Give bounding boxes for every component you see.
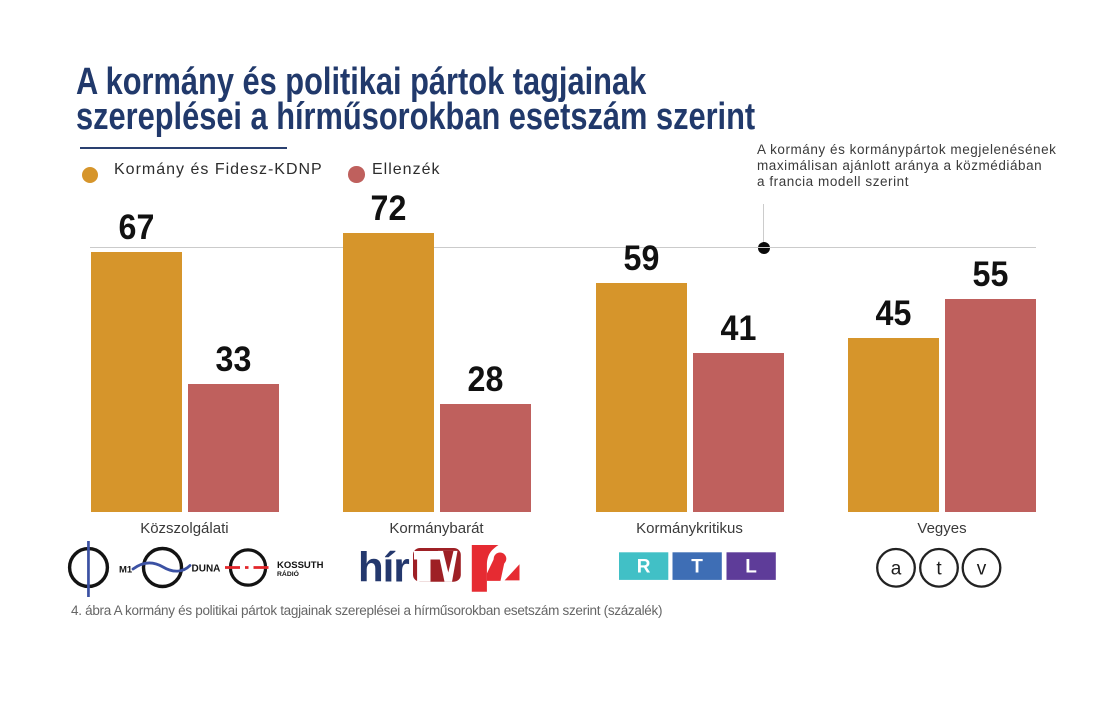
- svg-text:T: T: [691, 557, 703, 578]
- svg-text:t: t: [936, 559, 942, 580]
- svg-text:v: v: [977, 559, 987, 580]
- svg-text:RÁDIÓ: RÁDIÓ: [277, 569, 299, 578]
- svg-text:R: R: [637, 557, 651, 578]
- svg-text:a: a: [891, 559, 902, 580]
- svg-text:KOSSUTH: KOSSUTH: [277, 560, 324, 571]
- svg-text:DUNA: DUNA: [192, 564, 221, 575]
- svg-text:hír: hír: [358, 544, 409, 591]
- svg-text:L: L: [745, 557, 757, 578]
- svg-text:M1: M1: [119, 565, 133, 576]
